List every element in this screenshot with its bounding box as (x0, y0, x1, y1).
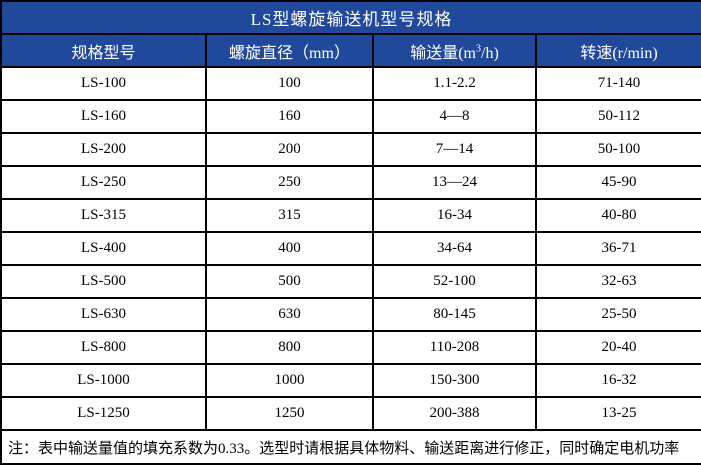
cell-model: LS-630 (0, 297, 207, 332)
cell-speed: 25-50 (534, 297, 701, 332)
cell-capacity: 80-145 (372, 297, 537, 332)
cell-diameter: 500 (205, 264, 374, 299)
cell-speed: 50-100 (534, 132, 701, 167)
cell-model: LS-100 (0, 66, 207, 101)
cell-model: LS-800 (0, 330, 207, 365)
cell-speed: 16-32 (534, 363, 701, 398)
cell-speed: 36-71 (534, 231, 701, 266)
table-row: LS-1250 1250 200-388 13-25 (0, 396, 701, 431)
table-header-row: 规格型号 螺旋直径（mm） 输送量(m3/h) 转速(r/min) (0, 33, 701, 68)
cell-diameter: 250 (205, 165, 374, 200)
cell-model: LS-250 (0, 165, 207, 200)
capacity-label-prefix: 输送量(m (410, 44, 476, 62)
column-header-diameter: 螺旋直径（mm） (205, 33, 374, 68)
cell-capacity: 13—24 (372, 165, 537, 200)
cell-capacity: 200-388 (372, 396, 537, 431)
cell-capacity: 4—8 (372, 99, 537, 134)
cell-capacity: 16-34 (372, 198, 537, 233)
cell-diameter: 100 (205, 66, 374, 101)
cell-capacity: 1.1-2.2 (372, 66, 537, 101)
table-row: LS-500 500 52-100 32-63 (0, 264, 701, 299)
table-row: LS-250 250 13—24 45-90 (0, 165, 701, 200)
cell-model: LS-315 (0, 198, 207, 233)
cell-speed: 20-40 (534, 330, 701, 365)
cell-capacity: 150-300 (372, 363, 537, 398)
cell-capacity: 34-64 (372, 231, 537, 266)
cell-diameter: 630 (205, 297, 374, 332)
table-row: LS-100 100 1.1-2.2 71-140 (0, 66, 701, 101)
cell-model: LS-160 (0, 99, 207, 134)
cell-speed: 32-63 (534, 264, 701, 299)
cell-diameter: 160 (205, 99, 374, 134)
cell-model: LS-1000 (0, 363, 207, 398)
table-row: LS-200 200 7—14 50-100 (0, 132, 701, 167)
table-title-row: LS型螺旋输送机型号规格 (0, 0, 701, 35)
table-note: 注：表中输送量值的填充系数为0.33。选型时请根据具体物料、输送距离进行修正，同… (0, 429, 701, 465)
table-row: LS-800 800 110-208 20-40 (0, 330, 701, 365)
capacity-label-suffix: /h) (481, 44, 499, 62)
cell-capacity: 110-208 (372, 330, 537, 365)
column-header-speed: 转速(r/min) (534, 33, 701, 68)
cell-speed: 13-25 (534, 396, 701, 431)
cell-capacity: 52-100 (372, 264, 537, 299)
cell-model: LS-500 (0, 264, 207, 299)
cell-model: LS-200 (0, 132, 207, 167)
table-row: LS-315 315 16-34 40-80 (0, 198, 701, 233)
cell-model: LS-1250 (0, 396, 207, 431)
table-row: LS-1000 1000 150-300 16-32 (0, 363, 701, 398)
table-row: LS-400 400 34-64 36-71 (0, 231, 701, 266)
cell-diameter: 1250 (205, 396, 374, 431)
cell-diameter: 800 (205, 330, 374, 365)
table-row: LS-630 630 80-145 25-50 (0, 297, 701, 332)
cell-diameter: 315 (205, 198, 374, 233)
table-note-row: 注：表中输送量值的填充系数为0.33。选型时请根据具体物料、输送距离进行修正，同… (0, 429, 701, 465)
cell-speed: 45-90 (534, 165, 701, 200)
cell-model: LS-400 (0, 231, 207, 266)
column-header-capacity: 输送量(m3/h) (372, 33, 537, 68)
table-row: LS-160 160 4—8 50-112 (0, 99, 701, 134)
cell-diameter: 1000 (205, 363, 374, 398)
cell-diameter: 200 (205, 132, 374, 167)
table-title: LS型螺旋输送机型号规格 (0, 0, 701, 35)
capacity-label-superscript: 3 (476, 43, 481, 55)
cell-capacity: 7—14 (372, 132, 537, 167)
cell-speed: 40-80 (534, 198, 701, 233)
cell-speed: 50-112 (534, 99, 701, 134)
column-header-model: 规格型号 (0, 33, 207, 68)
cell-diameter: 400 (205, 231, 374, 266)
cell-speed: 71-140 (534, 66, 701, 101)
